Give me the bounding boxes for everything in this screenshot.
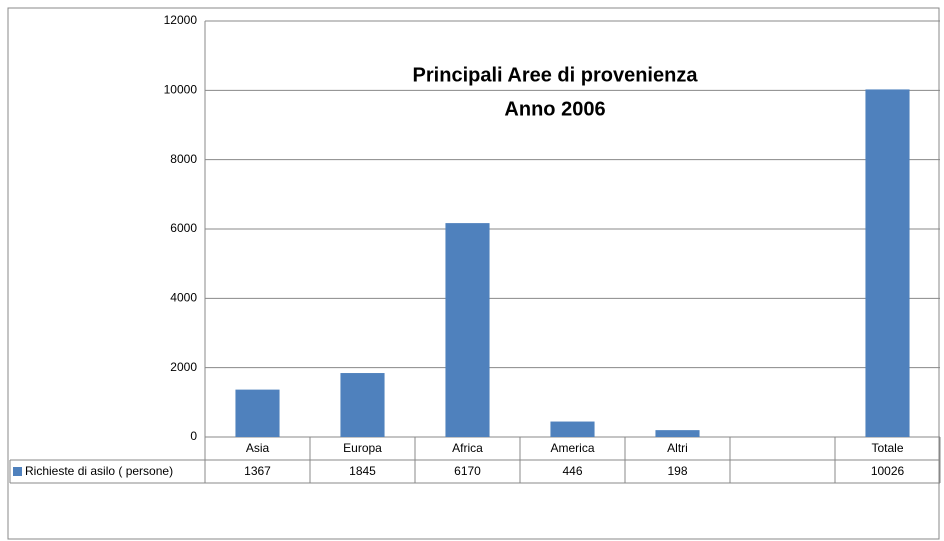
legend-label: Richieste di asilo ( persone) (25, 464, 173, 478)
x-tick-label: Altri (667, 441, 688, 455)
bar (865, 89, 910, 437)
chart-title: Principali Aree di provenienza (413, 64, 699, 86)
table-value: 446 (562, 464, 582, 478)
bar (235, 389, 280, 437)
x-tick-label: Totale (871, 441, 903, 455)
table-value: 1367 (244, 464, 271, 478)
y-tick-label: 12000 (164, 13, 198, 27)
bar (550, 421, 595, 437)
x-tick-label: Europa (343, 441, 382, 455)
bar (340, 373, 385, 437)
table-value: 1845 (349, 464, 376, 478)
x-tick-label: Asia (246, 441, 270, 455)
table-value: 198 (667, 464, 687, 478)
y-tick-label: 10000 (164, 83, 198, 97)
y-tick-label: 6000 (170, 221, 197, 235)
legend-swatch (13, 467, 22, 476)
y-tick-label: 0 (190, 429, 197, 443)
table-value: 6170 (454, 464, 481, 478)
y-tick-label: 8000 (170, 152, 197, 166)
bar (655, 430, 700, 437)
x-tick-label: America (550, 441, 594, 455)
chart-title: Anno 2006 (504, 98, 605, 120)
bar (445, 223, 490, 437)
table-value: 10026 (871, 464, 905, 478)
y-tick-label: 2000 (170, 360, 197, 374)
x-tick-label: Africa (452, 441, 483, 455)
y-tick-label: 4000 (170, 291, 197, 305)
